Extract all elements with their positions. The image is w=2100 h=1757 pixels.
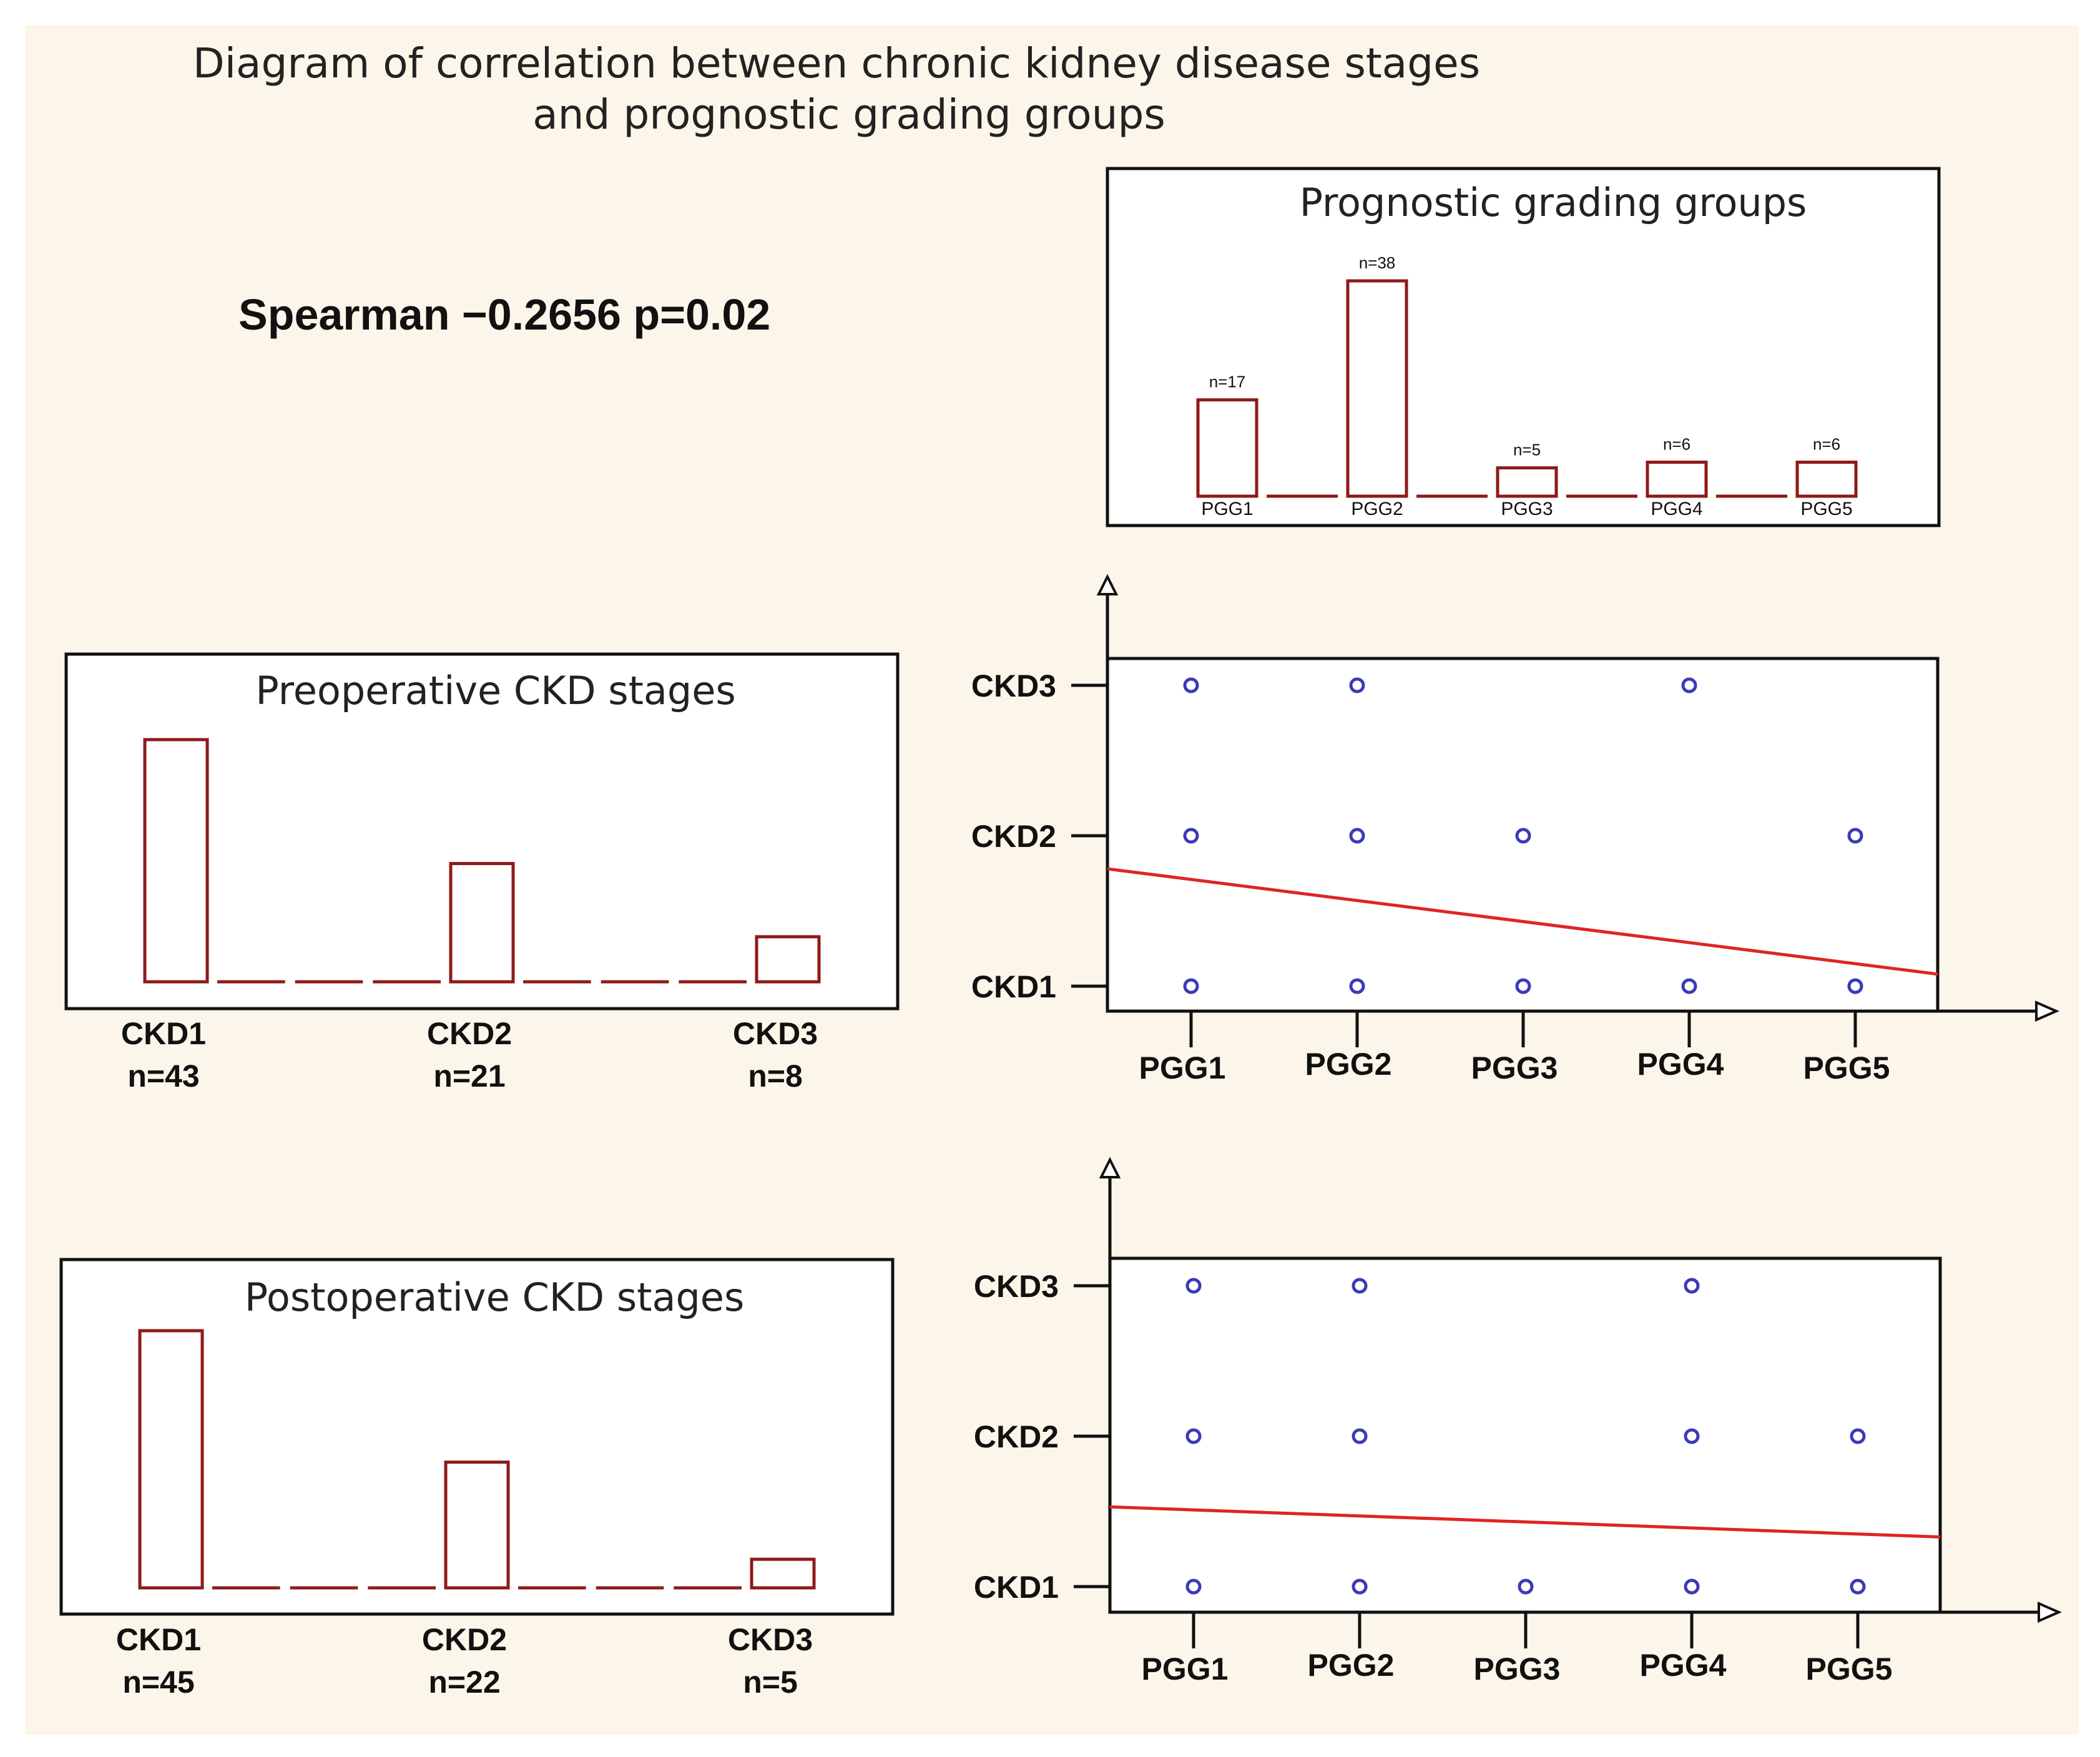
scatter-pre-data-point [1183,978,1199,994]
pgg-marks-bar-pgg3 [1496,466,1558,498]
scatter-post-x-tick-label: PGG2 [1308,1648,1395,1683]
scatter-post-data-point [1352,1278,1368,1294]
scatter-pre-data-point [1847,828,1863,844]
post-marks-category-label: CKD3 [728,1622,813,1657]
scatter-pre-x-tick-label: PGG3 [1471,1050,1558,1085]
pgg-marks-category-label: PGG3 [1501,499,1553,519]
scatter-pre-plot-area [1106,657,1940,1013]
pre-marks-bar-ckd3 [755,935,821,984]
pgg-marks-value-label: n=6 [1663,435,1690,454]
scatter-preoperative: CKD1 CKD2 CKD3 PGG1 PGG2 PGG3 PGG4 PGG5 [971,574,2059,1085]
post-panel-title: Postoperative CKD stages [245,1275,745,1320]
scatter-pre-x-tick-label: PGG5 [1803,1050,1890,1085]
pgg-marks-bar-pgg2 [1346,279,1408,498]
scatter-post-y-axis-arrow [1099,1157,1121,1178]
post-chart: CKD1 n=45 CKD2 n=22 CKD3 n=5 [116,1329,816,1700]
scatter-post-y-tick-label: CKD1 [974,1570,1059,1605]
pgg-marks-category-label: PGG1 [1201,499,1253,519]
pre-marks-category-label: CKD1 [121,1016,206,1051]
spearman-statistic: Spearman −0.2656 p=0.02 [238,290,770,339]
pgg-marks-value-label: n=5 [1513,441,1541,459]
scatter-pre-data-point [1681,978,1697,994]
figure-title-line2: and prognostic grading groups [532,91,1165,139]
pgg-chart: n=17 PGG1 n=38 PGG2 n=5 PGG3 n=6 PGG4 n=6 PGG5 [1196,253,1858,519]
scatter-pre-data-point [1847,978,1863,994]
post-panel [59,1258,895,1616]
pgg-marks-value-label: n=17 [1209,373,1246,391]
scatter-post-data-point [1684,1428,1700,1444]
scatter-pre-y-tick-label: CKD3 [971,668,1056,703]
pre-marks-bar-ckd2 [449,862,515,984]
pre-marks-count-label: n=8 [748,1059,803,1094]
scatter-pre-x-tick-label: PGG1 [1139,1050,1226,1085]
post-marks-category-label: CKD2 [422,1622,507,1657]
pre-marks-category-label: CKD3 [733,1016,818,1051]
post-marks-count-label: n=5 [743,1665,798,1700]
pgg-marks-value-label: n=6 [1813,435,1840,454]
scatter-post-data-point [1684,1578,1700,1595]
post-marks-bar-ckd2 [444,1461,510,1590]
scatter-post-x-tick-label: PGG1 [1142,1652,1229,1686]
scatter-post-data-point [1850,1428,1866,1444]
post-marks-count-label: n=22 [428,1665,500,1700]
pgg-panel [1106,167,1941,527]
pre-panel-title: Preoperative CKD stages [255,668,735,713]
pre-chart: CKD1 n=43 CKD2 n=21 CKD3 n=8 [121,738,821,1094]
scatter-pre-x-tick-label: PGG4 [1637,1047,1724,1082]
pgg-marks-bar-pgg1 [1196,398,1259,498]
scatter-pre-data-point [1349,828,1365,844]
pre-marks-category-label: CKD2 [427,1016,512,1051]
post-marks-count-label: n=45 [122,1665,194,1700]
scatter-post-x-axis-arrow [2038,1601,2062,1623]
scatter-post-data-point [1185,1278,1202,1294]
scatter-post-data-point [1185,1578,1202,1595]
scatter-pre-data-point [1349,978,1365,994]
scatter-post-data-point [1185,1428,1202,1444]
post-marks-bar-ckd3 [750,1557,816,1590]
scatter-post-y-tick-label: CKD2 [974,1419,1059,1454]
scatter-post-data-point [1850,1578,1866,1595]
scatter-postoperative: CKD1 CKD2 CKD3 PGG1 PGG2 PGG3 PGG4 PGG5 [974,1157,2062,1686]
scatter-post-plot-area [1108,1256,1942,1614]
pre-marks-count-label: n=43 [127,1059,199,1094]
scatter-pre-data-point [1183,677,1199,693]
scatter-pre-data-point [1183,828,1199,844]
scatter-pre-y-tick-label: CKD1 [971,969,1056,1004]
pre-marks-bar-ckd1 [143,738,209,984]
scatter-post-data-point [1352,1578,1368,1595]
scatter-pre-data-point [1681,677,1697,693]
scatter-pre-data-point [1515,978,1531,994]
pgg-marks-value-label: n=38 [1359,253,1396,272]
pre-marks-count-label: n=21 [433,1059,505,1094]
pgg-marks-category-label: PGG2 [1351,499,1403,519]
pgg-marks-bar-pgg4 [1646,461,1708,498]
post-marks-bar-ckd1 [138,1329,204,1590]
scatter-pre-y-tick-label: CKD2 [971,819,1056,854]
scatter-post-data-point [1684,1278,1700,1294]
pgg-marks-category-label: PGG5 [1800,499,1852,519]
scatter-pre-x-tick-label: PGG2 [1305,1047,1392,1082]
scatter-post-trend-line [1109,1505,1941,1539]
pgg-panel-title: Prognostic grading groups [1300,180,1807,225]
pre-panel [64,652,900,1011]
scatter-post-x-tick-label: PGG3 [1474,1652,1561,1686]
post-marks-category-label: CKD1 [116,1622,201,1657]
scatter-pre-trend-line [1107,867,1938,976]
scatter-post-data-point [1518,1578,1534,1595]
pgg-marks-category-label: PGG4 [1651,499,1702,519]
scatter-post-x-tick-label: PGG5 [1806,1652,1893,1686]
scatter-post-x-tick-label: PGG4 [1640,1648,1727,1683]
pgg-marks-bar-pgg5 [1795,461,1858,498]
scatter-pre-data-point [1515,828,1531,844]
scatter-pre-y-axis-arrow [1096,574,1119,595]
scatter-pre-x-axis-arrow [2035,1000,2059,1022]
figure-title-line1: Diagram of correlation between chronic k… [193,39,1480,87]
scatter-post-y-tick-label: CKD3 [974,1269,1059,1304]
scatter-pre-data-point [1349,677,1365,693]
scatter-post-data-point [1352,1428,1368,1444]
